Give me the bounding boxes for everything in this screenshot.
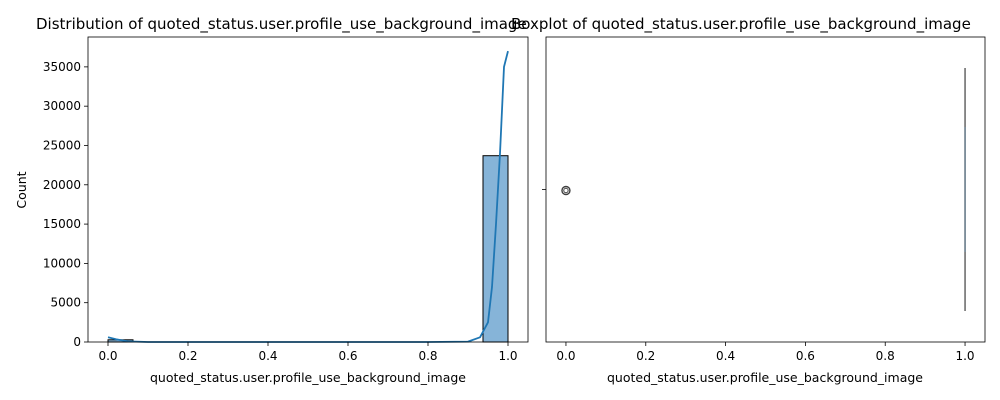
histogram-y-label: Count <box>14 171 29 208</box>
histogram-x-tick-label-1: 0.2 <box>178 349 197 363</box>
boxplot-x-tick-label-0: 0.0 <box>556 349 575 363</box>
histogram-y-tick-label-0: 0 <box>73 335 81 349</box>
histogram-x-tick-label-0: 0.0 <box>98 349 117 363</box>
outlier-marker-0 <box>561 185 571 196</box>
boxplot-frame <box>545 36 986 343</box>
boxplot-x-tick-label-3: 0.6 <box>796 349 815 363</box>
boxplot-x-tick-label-5: 1.0 <box>955 349 974 363</box>
boxplot-panel: Boxplot of quoted_status.user.profile_us… <box>511 15 986 385</box>
histogram-title: Distribution of quoted_status.user.profi… <box>36 15 527 34</box>
kde-line <box>107 50 509 343</box>
boxplot-x-ticks: 0.0 0.2 0.4 0.6 0.8 1.0 <box>556 342 975 363</box>
histogram-y-ticks: 0 5000 10000 15000 20000 25000 30000 35000 <box>43 60 88 349</box>
histogram-bar-1 <box>482 155 509 343</box>
boxplot-title: Boxplot of quoted_status.user.profile_us… <box>511 15 971 34</box>
histogram-x-tick-label-5: 1.0 <box>498 349 517 363</box>
histogram-y-tick-label-4: 20000 <box>43 178 81 192</box>
histogram-y-tick-label-6: 30000 <box>43 99 81 113</box>
boxplot-x-tick-label-4: 0.8 <box>876 349 895 363</box>
histogram-y-tick-label-1: 5000 <box>50 296 81 310</box>
histogram-y-tick-label-7: 35000 <box>43 60 81 74</box>
histogram-y-tick-label-2: 10000 <box>43 256 81 270</box>
boxplot-x-tick-label-2: 0.4 <box>716 349 735 363</box>
histogram-x-tick-label-2: 0.4 <box>258 349 277 363</box>
histogram-marks <box>107 50 509 343</box>
histogram-x-tick-label-4: 0.8 <box>418 349 437 363</box>
histogram-x-tick-label-3: 0.6 <box>338 349 357 363</box>
histogram-frame <box>87 36 529 343</box>
histogram-x-ticks: 0.0 0.2 0.4 0.6 0.8 1.0 <box>98 342 518 363</box>
outlier-marker-inner-0 <box>563 187 569 194</box>
histogram-y-tick-label-5: 25000 <box>43 138 81 152</box>
histogram-x-label: quoted_status.user.profile_use_backgroun… <box>150 370 466 385</box>
histogram-panel: Distribution of quoted_status.user.profi… <box>14 15 529 385</box>
boxplot-marks <box>561 68 966 311</box>
boxplot-x-tick-label-1: 0.2 <box>636 349 655 363</box>
boxplot-x-label: quoted_status.user.profile_use_backgroun… <box>607 370 923 385</box>
histogram-y-tick-label-3: 15000 <box>43 217 81 231</box>
